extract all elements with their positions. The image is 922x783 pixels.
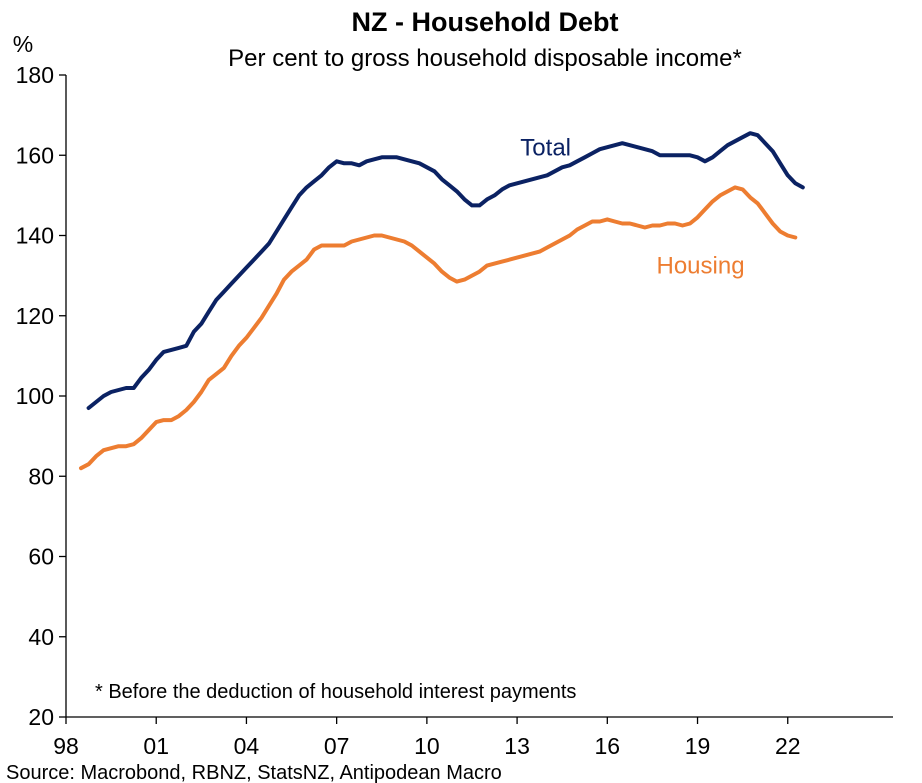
y-tick-label: 20 [28, 704, 54, 730]
x-tick-label: 19 [685, 733, 711, 759]
x-tick-label: 13 [504, 733, 530, 759]
y-tick-label: 60 [28, 544, 54, 570]
series-line-total [86, 131, 805, 410]
y-tick-label: 160 [16, 142, 54, 168]
series-label-housing: Housing [657, 253, 745, 280]
x-tick-label: 22 [775, 733, 801, 759]
source-text: Source: Macrobond, RBNZ, StatsNZ, Antipo… [6, 762, 502, 783]
series-label-total: Total [520, 134, 571, 161]
x-tick-label: 07 [324, 733, 350, 759]
footnote: * Before the deduction of household inte… [95, 681, 576, 703]
x-tick-label: 16 [595, 733, 621, 759]
chart-subtitle: Per cent to gross household disposable i… [228, 45, 742, 72]
y-tick-label: 120 [16, 303, 54, 329]
x-tick-label: 10 [414, 733, 440, 759]
series-layer: Total Housing [79, 131, 805, 471]
x-axis-ticks: 98 01 04 07 10 13 16 19 22 [53, 717, 801, 759]
y-axis-ticks: 20 40 60 80 100 120 140 160 180 [16, 62, 66, 730]
x-tick-label: 01 [143, 733, 169, 759]
y-tick-label: 40 [28, 624, 54, 650]
chart-title: NZ - Household Debt [352, 7, 619, 37]
series-line-housing [79, 185, 798, 471]
y-tick-label: 100 [16, 383, 54, 409]
x-tick-label: 04 [234, 733, 260, 759]
x-tick-label: 98 [53, 733, 79, 759]
y-tick-label: 180 [16, 62, 54, 88]
y-tick-label: 140 [16, 223, 54, 249]
y-axis-unit-label: % [13, 31, 33, 57]
y-tick-label: 80 [28, 463, 54, 489]
